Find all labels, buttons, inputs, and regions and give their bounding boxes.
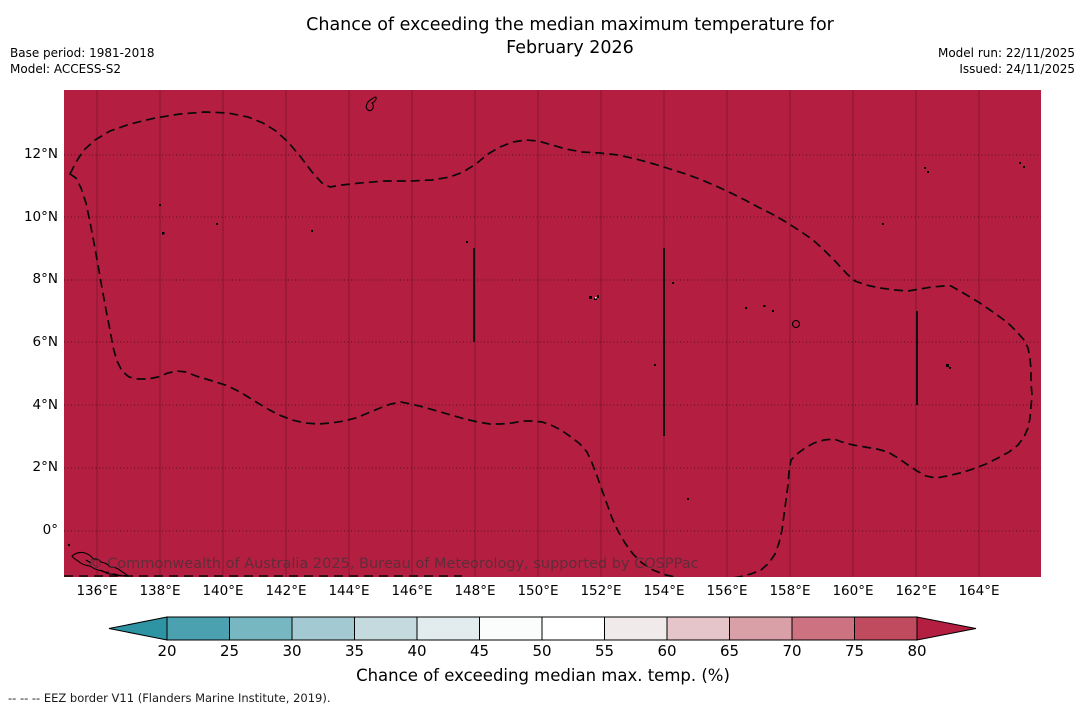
colorbar-segment	[291, 616, 355, 641]
colorbar-segment	[791, 616, 855, 641]
island-specks	[159, 162, 1025, 500]
colorbar-arrow-left	[108, 616, 168, 641]
colorbar-tick-label: 35	[344, 642, 365, 660]
y-tick-label: 12°N	[23, 146, 58, 162]
y-tick-label: 10°N	[23, 209, 58, 225]
model-label: Model: ACCESS-S2	[10, 61, 122, 76]
x-tick-label: 156°E	[706, 583, 748, 599]
x-tick-label: 140°E	[202, 583, 244, 599]
x-tick-label: 142°E	[265, 583, 307, 599]
colorbar-arrow-right	[916, 616, 977, 641]
x-tick-label: 164°E	[958, 583, 1000, 599]
colorbar-label: Chance of exceeding median max. temp. (%…	[356, 666, 730, 685]
pohnpei-coastline	[791, 319, 801, 329]
x-tick-label: 160°E	[832, 583, 874, 599]
base-period-label: Base period: 1981-2018	[10, 46, 155, 60]
x-tick-label: 136°E	[76, 583, 118, 599]
colorbar-segment	[166, 616, 230, 641]
colorbar-segment	[354, 616, 418, 641]
page-title: Chance of exceeding the median maximum t…	[306, 14, 834, 60]
colorbar-tick-label: 80	[907, 642, 927, 660]
longitude-gridlines	[96, 90, 980, 577]
colorbar-tick-label: 60	[657, 642, 677, 660]
colorbar-segment	[666, 616, 730, 641]
x-tick-label: 162°E	[895, 583, 937, 599]
colorbar-tick-label: 20	[157, 642, 177, 660]
eez-divider-lines	[473, 248, 918, 436]
y-tick-label: 0°	[42, 522, 58, 538]
colorbar-segment	[541, 616, 605, 641]
colorbar-tick-label: 30	[282, 642, 302, 660]
copyright-watermark: © Commonwealth of Australia 2025, Bureau…	[88, 556, 699, 572]
colorbar-tick-label: 25	[219, 642, 240, 660]
colorbar-tick-label: 50	[532, 642, 552, 660]
guam-coastline	[365, 96, 377, 112]
colorbar-tick-label: 45	[469, 642, 490, 660]
new-guinea-coastline	[67, 543, 129, 577]
colorbar-segment	[729, 616, 793, 641]
x-tick-label: 158°E	[769, 583, 811, 599]
model-run-label: Model run: 22/11/2025	[937, 46, 1075, 60]
meta-left: Base period: 1981-2018 Model: ACCESS-S2	[10, 46, 155, 77]
colorbar-segment	[479, 616, 543, 641]
x-tick-label: 154°E	[643, 583, 685, 599]
eez-footnote: -- -- -- EEZ border V11 (Flanders Marine…	[8, 691, 331, 705]
latitude-gridlines	[64, 154, 1041, 532]
x-tick-label: 148°E	[454, 583, 496, 599]
x-tick-label: 144°E	[328, 583, 370, 599]
colorbar-tick-label: 65	[719, 642, 740, 660]
colorbar-tick-label: 55	[594, 642, 615, 660]
title-line2: February 2026	[506, 38, 634, 58]
colorbar-tick-label: 40	[407, 642, 427, 660]
issued-label: Issued: 24/11/2025	[959, 61, 1075, 76]
title-line1: Chance of exceeding the median maximum t…	[306, 15, 834, 35]
colorbar-tick-label: 70	[782, 642, 802, 660]
eez-border-dashed	[68, 111, 1033, 577]
y-tick-label: 8°N	[32, 271, 58, 287]
y-tick-label: 4°N	[32, 397, 58, 413]
map-graphics	[64, 90, 1041, 577]
meta-right: Model run: 22/11/2025 Issued: 24/11/2025	[938, 46, 1075, 77]
colorbar-segment	[416, 616, 480, 641]
colorbar	[108, 616, 977, 641]
y-tick-label: 6°N	[32, 334, 58, 350]
y-tick-label: 2°N	[32, 459, 58, 475]
colorbar-segment	[604, 616, 668, 641]
colorbar-segment	[854, 616, 918, 641]
colorbar-tick-label: 75	[844, 642, 865, 660]
map-canvas: © Commonwealth of Australia 2025, Bureau…	[64, 90, 1041, 577]
x-tick-label: 150°E	[517, 583, 559, 599]
x-tick-label: 138°E	[139, 583, 181, 599]
x-tick-label: 146°E	[391, 583, 433, 599]
colorbar-segment	[229, 616, 293, 641]
x-tick-label: 152°E	[580, 583, 622, 599]
